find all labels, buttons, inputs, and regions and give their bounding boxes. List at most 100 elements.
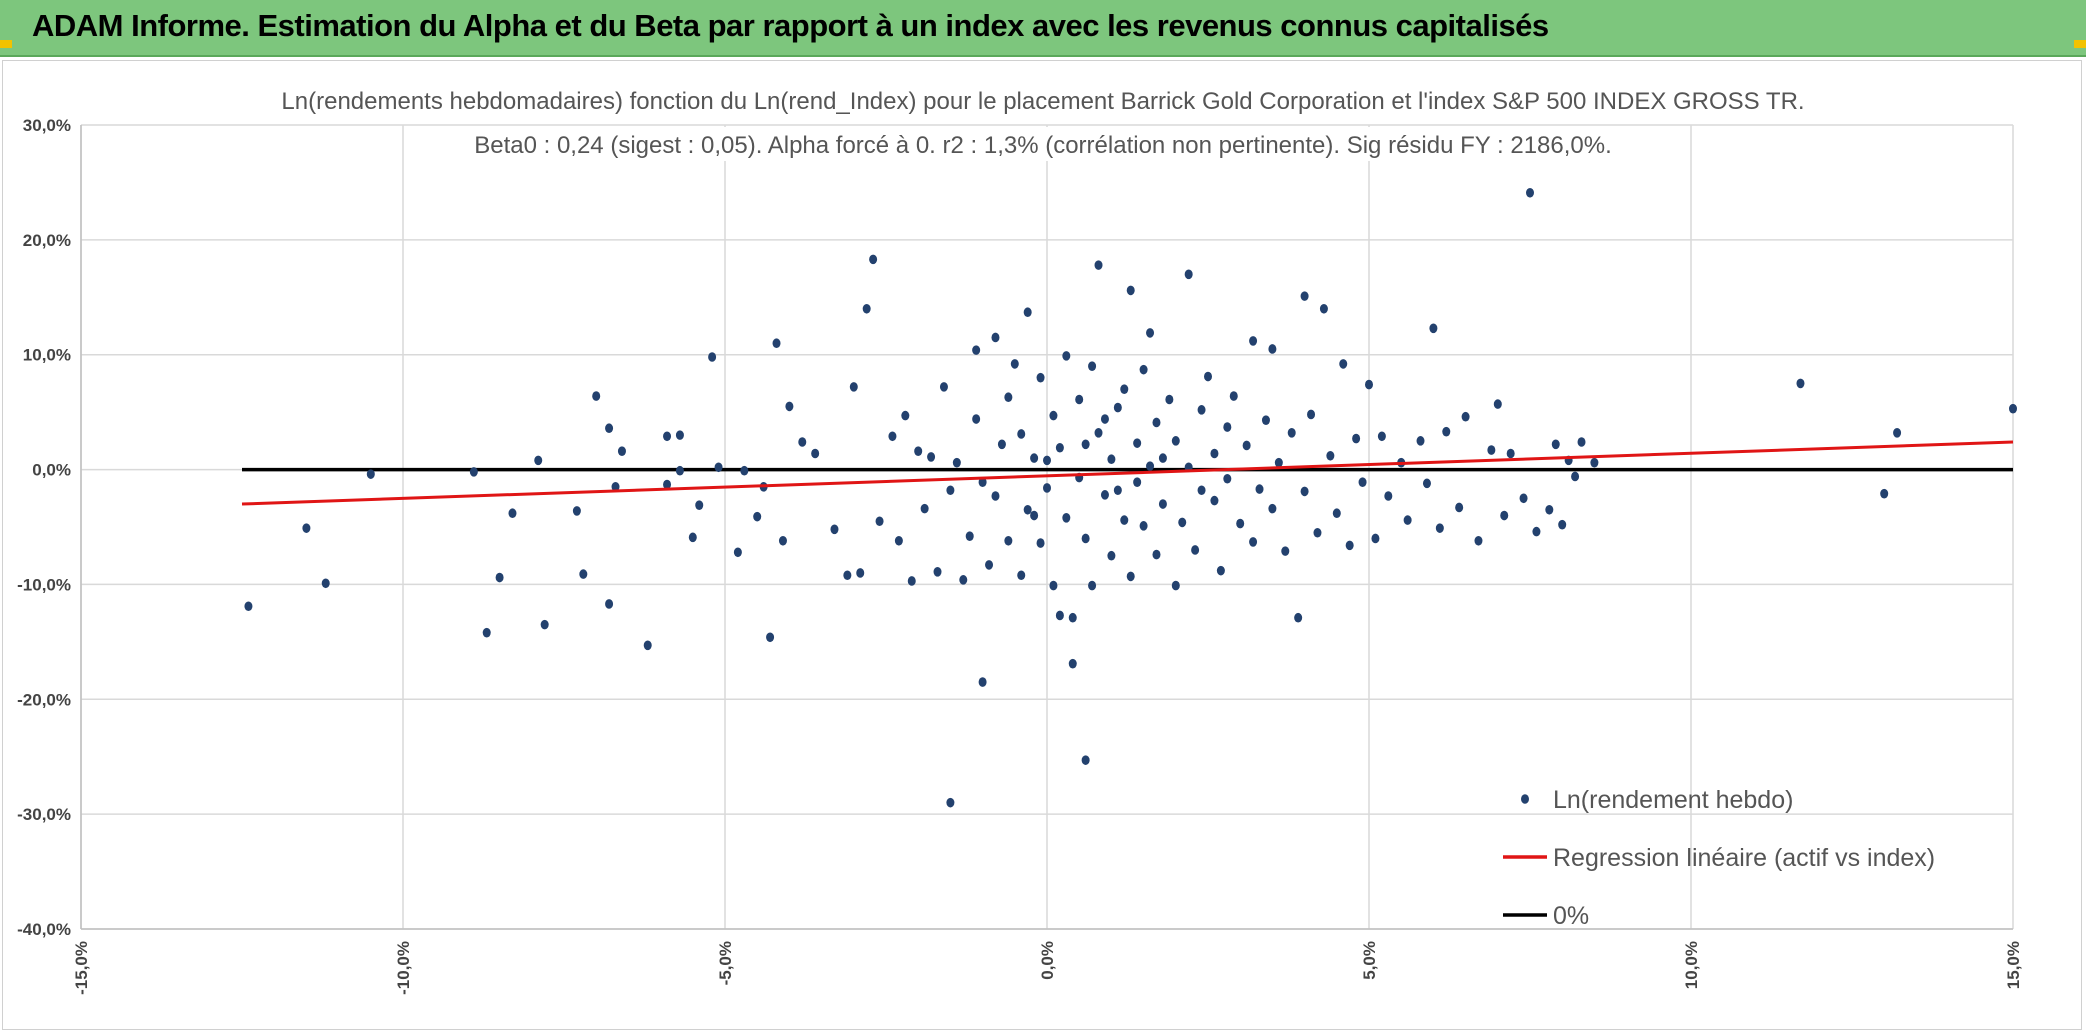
data-point <box>869 254 878 265</box>
data-point <box>1055 610 1064 621</box>
data-point <box>617 446 626 456</box>
y-tick-label: 10,0% <box>23 346 71 365</box>
data-point <box>592 391 601 401</box>
data-point <box>1133 477 1142 488</box>
data-point <box>663 431 672 442</box>
data-point <box>302 523 311 533</box>
data-point <box>688 532 697 543</box>
data-point <box>991 332 1000 343</box>
data-point <box>1487 445 1496 455</box>
data-point <box>1416 436 1425 446</box>
data-point <box>675 465 684 476</box>
chart-grid <box>80 124 2014 930</box>
data-point <box>1403 515 1412 525</box>
data-point <box>1100 490 1109 500</box>
legend-label: Regression linéaire (actif vs index) <box>1553 844 1935 872</box>
data-point <box>469 467 478 477</box>
data-point <box>920 503 929 514</box>
data-point <box>1152 417 1161 428</box>
data-point <box>753 511 762 522</box>
data-point <box>643 640 652 651</box>
data-point <box>605 599 614 609</box>
data-point <box>772 338 781 349</box>
y-tick-label: -10,0% <box>17 575 71 594</box>
data-point <box>1371 533 1380 544</box>
data-point <box>894 535 903 546</box>
data-point <box>1178 517 1187 528</box>
x-tick-label: -5,0% <box>716 941 735 985</box>
data-point <box>1274 457 1283 468</box>
data-point <box>1017 570 1026 581</box>
y-tick-label: 30,0% <box>23 116 71 135</box>
data-point <box>1017 429 1026 439</box>
data-point <box>1068 612 1077 623</box>
x-tick-label: 0,0% <box>1038 941 1057 980</box>
data-point <box>495 572 504 583</box>
data-point <box>1571 471 1580 482</box>
data-point <box>1429 323 1438 334</box>
data-point <box>1255 484 1264 494</box>
data-point <box>1545 504 1554 515</box>
data-point <box>1455 502 1464 513</box>
data-point <box>508 508 517 519</box>
data-point <box>1081 533 1090 544</box>
data-point <box>1126 285 1135 296</box>
data-point <box>1113 485 1122 496</box>
data-point <box>1332 508 1341 519</box>
data-point <box>1880 488 1889 499</box>
data-point <box>1377 431 1386 442</box>
data-point <box>1171 436 1180 446</box>
data-point <box>1268 503 1277 514</box>
data-point <box>366 469 375 479</box>
data-point <box>1261 415 1270 425</box>
data-point <box>1036 372 1045 383</box>
data-point <box>1191 545 1200 555</box>
data-point <box>540 619 549 630</box>
data-point <box>978 677 987 687</box>
data-point <box>663 479 672 490</box>
data-point <box>1249 336 1258 346</box>
data-point <box>1893 428 1902 438</box>
data-point <box>1223 422 1232 432</box>
data-point <box>1365 379 1373 390</box>
data-point <box>1139 364 1148 375</box>
data-point <box>1184 269 1193 280</box>
data-point <box>1210 448 1219 459</box>
data-point <box>927 452 936 462</box>
chart-title-line-1-bg <box>271 83 1815 117</box>
data-point <box>1158 499 1167 509</box>
data-point <box>1313 527 1322 538</box>
data-point <box>1107 550 1116 561</box>
data-point <box>888 431 897 442</box>
data-point <box>946 797 955 808</box>
data-point <box>482 627 491 638</box>
data-point <box>778 535 787 546</box>
data-point <box>811 448 820 459</box>
data-point <box>856 568 865 578</box>
data-point <box>1068 658 1077 669</box>
data-point <box>901 410 910 421</box>
y-tick-label: -30,0% <box>17 805 71 824</box>
data-point <box>1004 392 1013 403</box>
y-tick-label: 0,0% <box>32 461 71 480</box>
data-point <box>1268 344 1277 354</box>
data-point <box>1551 439 1560 450</box>
data-point <box>1339 359 1348 369</box>
data-point <box>785 401 794 412</box>
data-point <box>1435 523 1444 533</box>
data-point <box>1120 515 1129 525</box>
data-point <box>1287 428 1296 438</box>
data-point <box>1030 510 1039 521</box>
data-point <box>959 575 968 585</box>
data-point <box>1590 457 1599 468</box>
data-point <box>914 446 923 456</box>
data-point <box>1088 361 1097 372</box>
data-point <box>1461 411 1470 422</box>
data-point <box>1081 439 1090 450</box>
data-point <box>1422 478 1431 489</box>
data-point <box>997 439 1006 450</box>
corner-marker-top-right <box>2074 40 2086 48</box>
data-point <box>1577 437 1586 447</box>
data-point <box>244 601 253 612</box>
data-point <box>1120 384 1129 394</box>
